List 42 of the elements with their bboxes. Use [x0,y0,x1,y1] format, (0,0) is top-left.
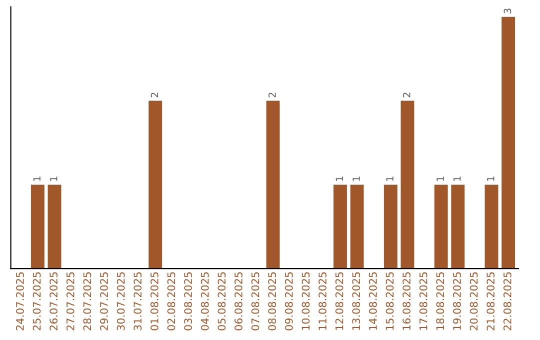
x-tick-label: 25.07.2025 [32,272,41,330]
x-tick-label: 13.08.2025 [352,272,360,330]
x-tick-label: 20.08.2025 [470,272,478,330]
x-tick-label: 31.07.2025 [134,272,142,330]
data-label: 1 [352,176,360,181]
x-tick-label: 06.08.2025 [234,272,242,330]
x-tick-label: 15.08.2025 [386,272,394,330]
x-tick-label: 08.08.2025 [268,272,276,330]
x-tick-label: 17.08.2025 [419,272,428,330]
x-tick-label: 21.08.2025 [486,272,495,330]
data-label: 2 [402,92,410,98]
x-tick-label: 02.08.2025 [167,272,176,330]
x-tick-label: 11.08.2025 [318,272,326,330]
x-tick-label: 01.08.2025 [150,272,158,330]
x-tick-label: 14.08.2025 [368,272,377,330]
data-label: 1 [453,176,461,181]
data-label: 1 [436,176,444,181]
data-label: 1 [33,176,40,181]
x-tick-label: 09.08.2025 [284,272,293,330]
x-tick-label: 05.08.2025 [218,272,226,330]
x-tick-label: 04.08.2025 [200,272,209,330]
x-tick-label: 16.08.2025 [402,272,410,330]
x-tick-label: 03.08.2025 [184,272,192,330]
x-tick-label: 30.07.2025 [116,272,125,330]
data-label: 3 [504,8,512,14]
data-label: 1 [336,176,343,181]
x-tick-label: 28.07.2025 [83,272,92,330]
x-tick-label: 27.07.2025 [66,272,74,330]
data-label: 1 [50,176,58,181]
x-tick-label: 18.08.2025 [436,272,444,330]
data-label: 2 [268,92,276,98]
x-tick-label: 24.07.2025 [16,272,24,330]
x-tick-label: 12.08.2025 [335,272,344,330]
x-tick-label: 10.08.2025 [302,272,310,330]
data-label: 2 [150,92,158,98]
data-label: 1 [487,176,494,181]
data-label: 1 [386,176,394,181]
x-tick-label: 22.08.2025 [503,272,512,330]
x-tick-label: 26.07.2025 [50,272,58,330]
x-tick-label: 29.07.2025 [100,272,108,330]
x-tick-label: 19.08.2025 [453,272,461,330]
x-tick-label: 07.08.2025 [251,272,260,330]
